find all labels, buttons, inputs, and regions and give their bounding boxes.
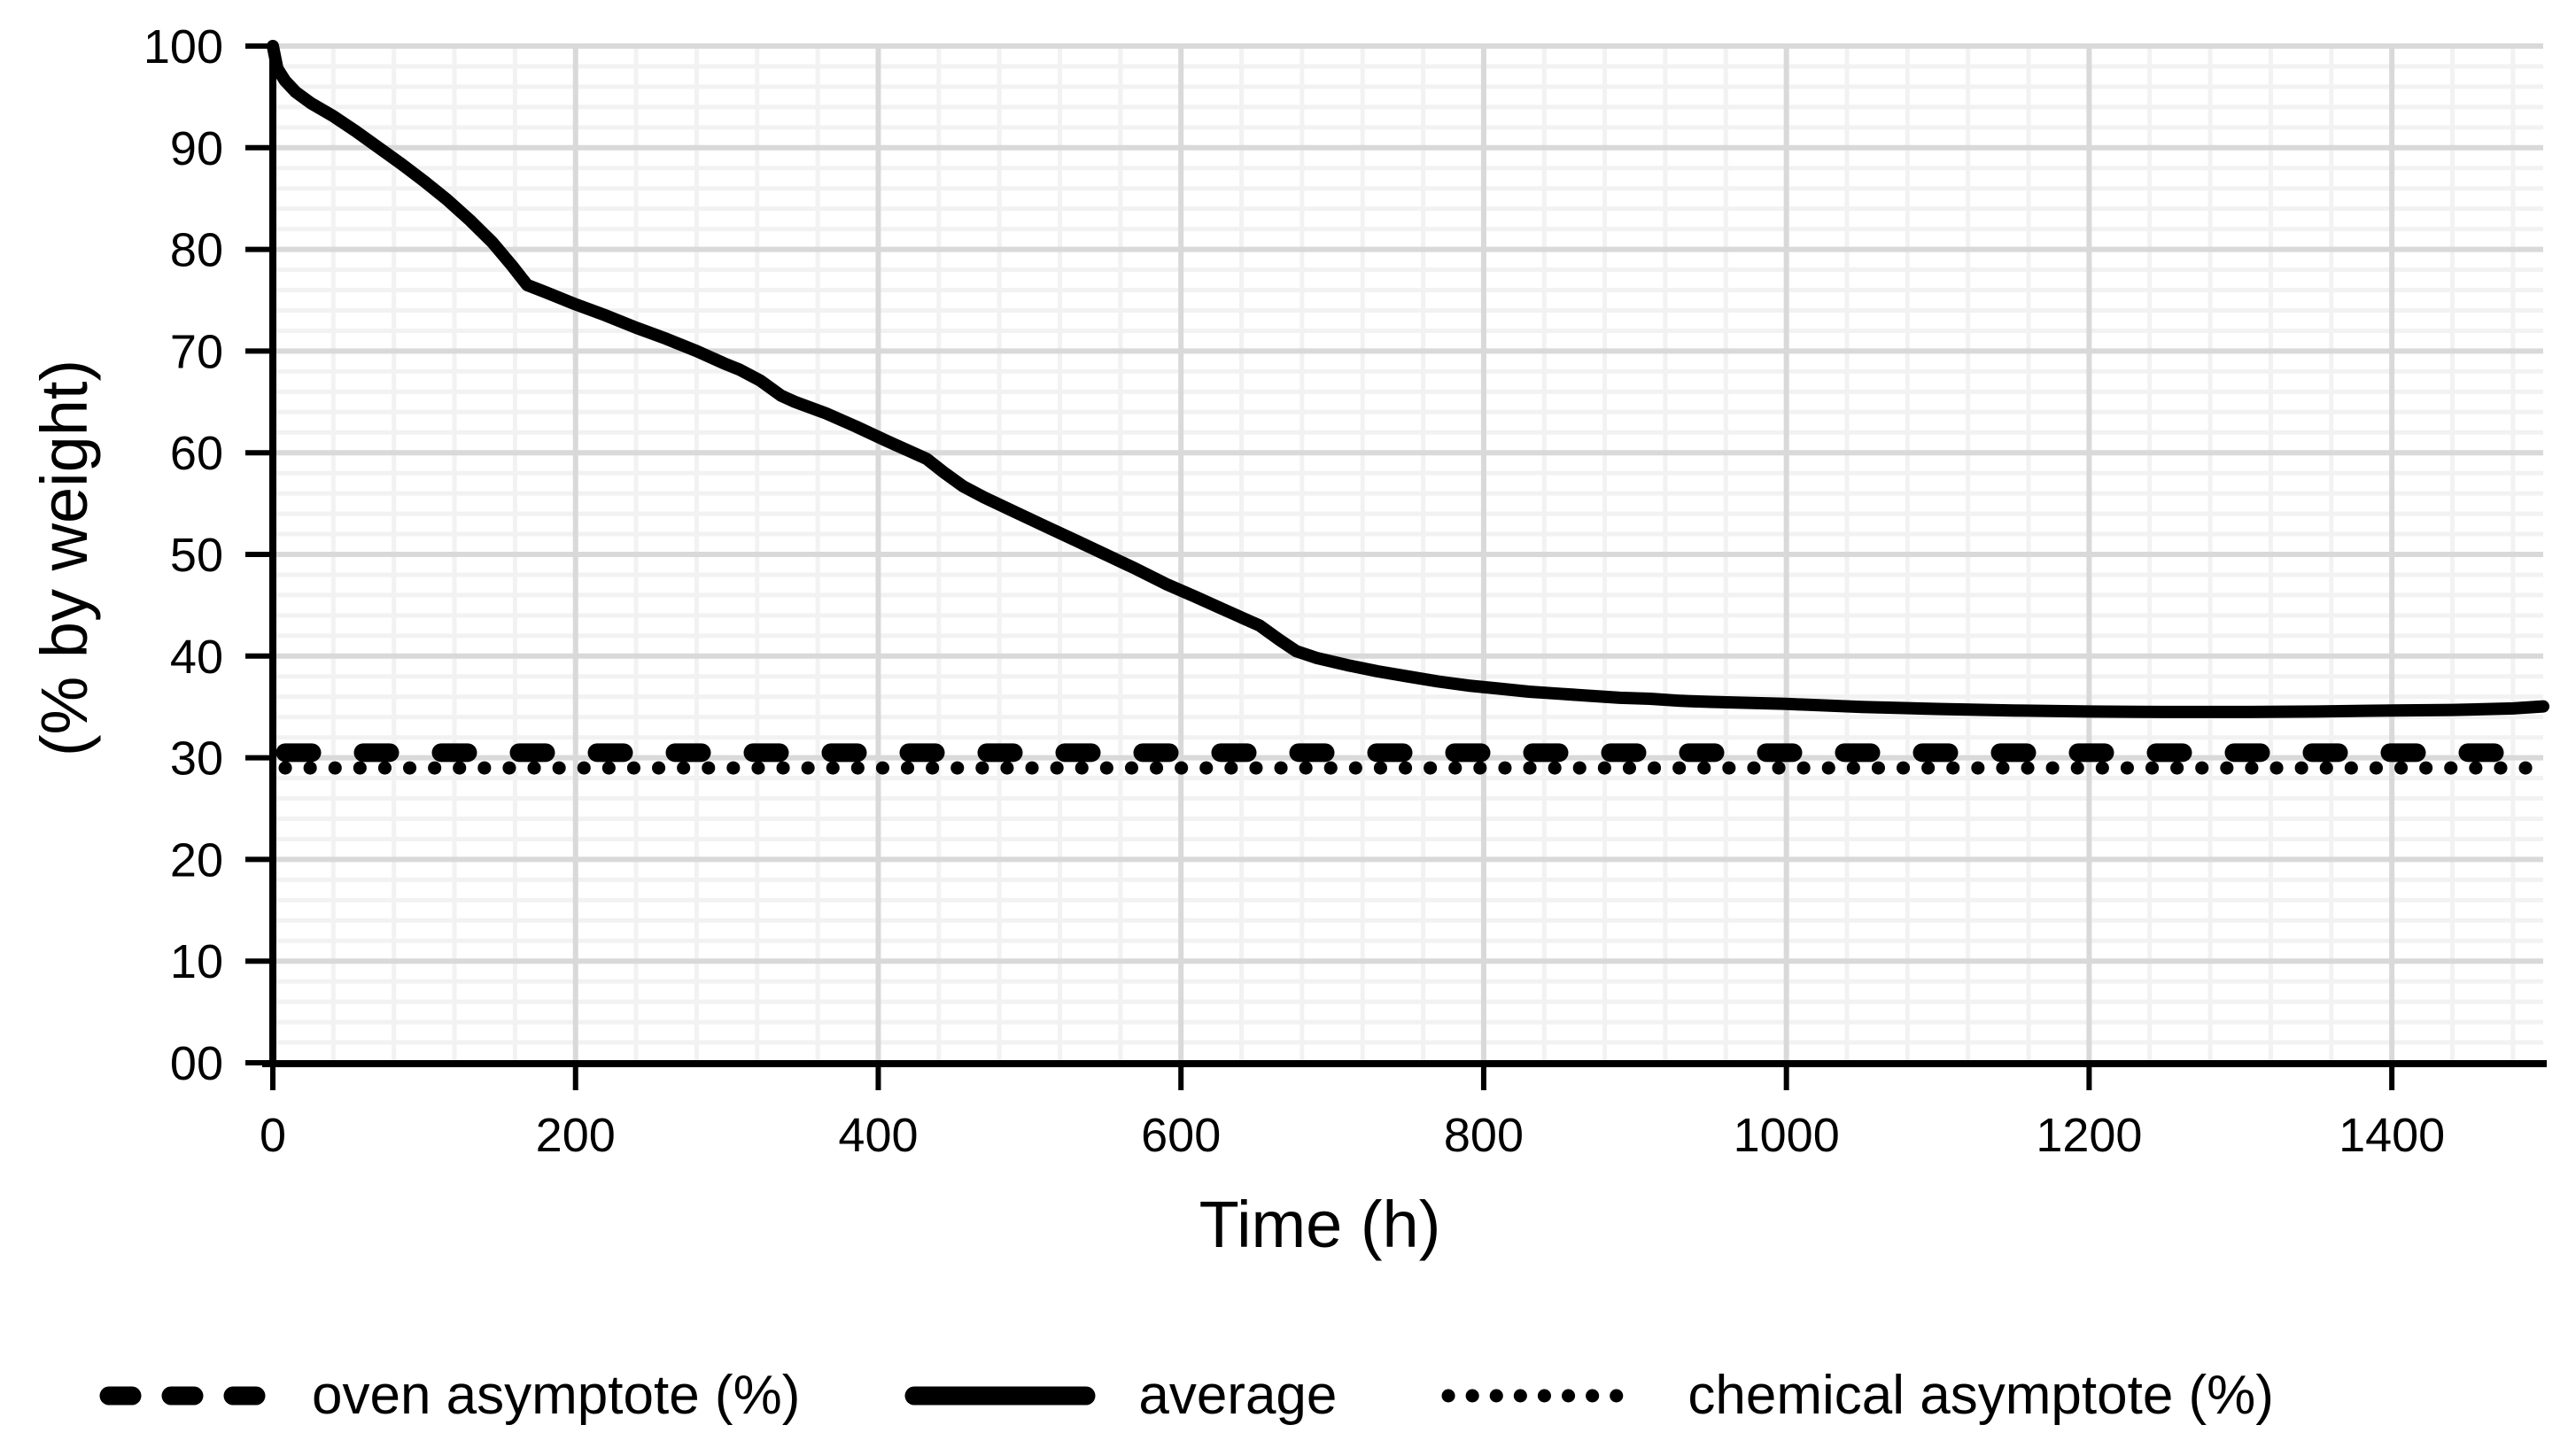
x-tick-label: 400	[838, 1109, 918, 1162]
y-axis-title: (% by weight)	[27, 360, 101, 756]
axes	[245, 41, 2547, 1090]
x-tick-label: 0	[260, 1109, 286, 1162]
chart-legend: oven asymptote (%) average chemical asym…	[99, 1364, 2274, 1427]
legend-item-oven-asymptote: oven asymptote (%)	[99, 1364, 800, 1427]
series-lines	[267, 40, 2553, 775]
y-tick-label: 30	[170, 732, 223, 786]
legend-label: chemical asymptote (%)	[1687, 1365, 2274, 1426]
x-tick-label: 1200	[2036, 1109, 2142, 1162]
y-tick-label: 50	[170, 529, 223, 582]
y-tick-label: 90	[170, 122, 223, 175]
x-tick-label: 800	[1444, 1109, 1524, 1162]
legend-label: oven asymptote (%)	[312, 1365, 801, 1426]
y-tick-label: 20	[170, 833, 223, 887]
x-tick-label: 1400	[2339, 1109, 2445, 1162]
solid-line-swatch-icon	[904, 1386, 1096, 1405]
x-axis-title: Time (h)	[1199, 1188, 1441, 1261]
x-tick-label: 200	[536, 1109, 616, 1162]
average-line	[267, 40, 2549, 718]
y-tick-label: 70	[170, 325, 223, 378]
dotted-line-swatch-icon	[1441, 1389, 1645, 1402]
y-tick-label: 60	[170, 427, 223, 480]
y-tick-label: 100	[144, 20, 223, 74]
dashed-line-swatch-icon	[99, 1386, 269, 1405]
y-tick-label: 80	[170, 224, 223, 277]
y-tick-label: 10	[170, 935, 223, 988]
x-tick-label: 600	[1141, 1109, 1221, 1162]
y-tick-label: 00	[170, 1037, 223, 1090]
y-tick-label: 40	[170, 631, 223, 684]
legend-label: average	[1138, 1365, 1338, 1426]
x-tick-label: 1000	[1734, 1109, 1840, 1162]
major-gridlines	[273, 43, 2543, 1063]
legend-item-average: average	[904, 1364, 1337, 1427]
legend-item-chemical-asymptote: chemical asymptote (%)	[1441, 1364, 2274, 1427]
